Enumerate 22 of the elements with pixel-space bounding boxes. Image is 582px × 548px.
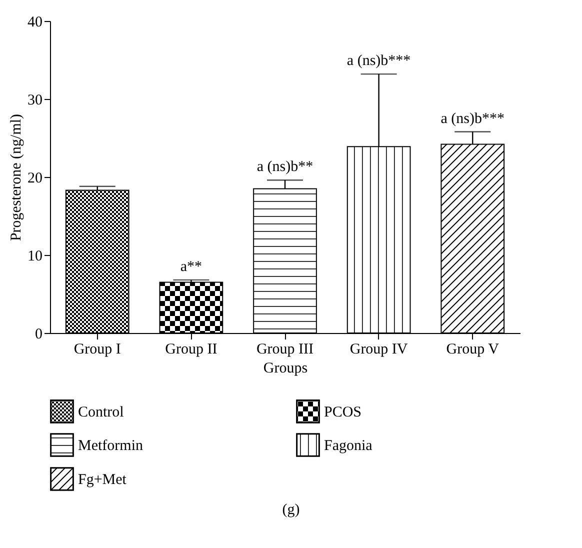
annotation: a (ns)b*** — [346, 53, 411, 70]
legend-label: Control — [78, 404, 124, 420]
legend-label: Metformin — [78, 438, 144, 454]
x-tick-label: Group V — [446, 342, 500, 358]
x-tick-label: Group III — [256, 342, 314, 358]
x-tick-label: Group II — [165, 342, 218, 358]
annotation: a (ns)b** — [256, 159, 314, 176]
text: (g) — [281, 502, 301, 519]
annotation: a (ns)b*** — [440, 110, 504, 127]
legend-label: Fg+Met — [78, 472, 128, 488]
y-tick-label: 40 — [28, 14, 42, 30]
y-tick-label: 20 — [28, 170, 42, 186]
legend-label: Fagonia — [324, 438, 373, 454]
x-tick-label: Group IV — [350, 342, 408, 358]
x-axis-title: Groups — [263, 360, 308, 376]
annotation: a** — [180, 258, 202, 275]
y-tick-label: 10 — [28, 248, 42, 264]
legend-label: PCOS — [324, 404, 362, 420]
y-tick-label: 0 — [35, 326, 42, 342]
y-axis-title: Progesterone (ng/ml) — [8, 114, 24, 242]
y-tick-label: 30 — [28, 92, 42, 108]
x-tick-label: Group I — [74, 342, 121, 358]
